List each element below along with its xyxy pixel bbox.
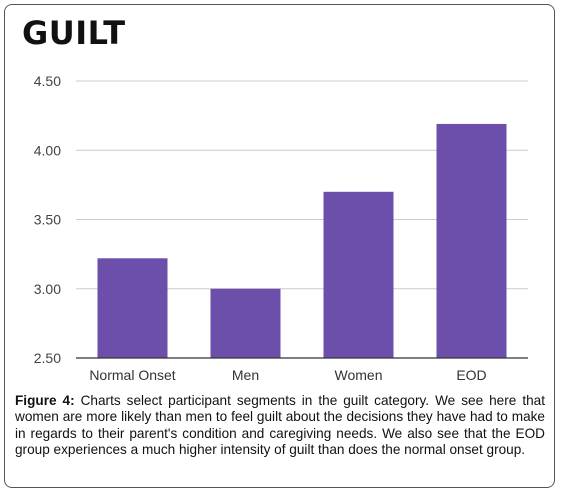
x-tick-label: Men bbox=[232, 367, 259, 383]
y-tick-label: 4.00 bbox=[34, 142, 61, 158]
y-tick-label: 4.50 bbox=[34, 73, 61, 89]
caption-label: Figure 4: bbox=[15, 393, 75, 408]
caption-text: Charts select participant segments in th… bbox=[15, 393, 545, 457]
bar bbox=[97, 258, 168, 358]
x-tick-label: Normal Onset bbox=[89, 367, 175, 383]
y-tick-label: 2.50 bbox=[34, 350, 61, 366]
bar bbox=[323, 191, 394, 358]
figure-caption: Figure 4: Charts select participant segm… bbox=[15, 393, 545, 458]
x-tick-label: EOD bbox=[456, 367, 486, 383]
guilt-bar-chart: 2.50 3.00 3.50 4.00 4.50 Normal Onset Men Women… bbox=[34, 73, 528, 383]
bar bbox=[436, 123, 507, 358]
x-tick-label: Women bbox=[335, 367, 383, 383]
chart-title: GUILT bbox=[22, 14, 126, 52]
y-tick-label: 3.00 bbox=[34, 281, 61, 297]
bar bbox=[210, 288, 281, 358]
y-tick-label: 3.50 bbox=[34, 212, 61, 228]
